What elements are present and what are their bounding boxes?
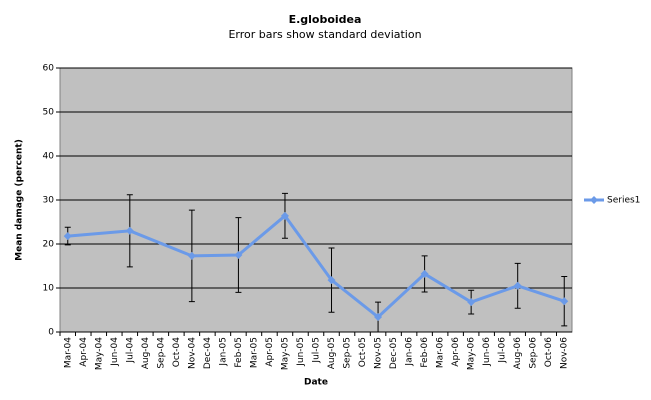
legend-marker (590, 196, 598, 204)
x-tick-label: Aug-04 (141, 337, 151, 370)
x-tick-label: Jul-04 (125, 337, 135, 364)
data-point (560, 297, 569, 306)
x-tick-label: Mar-06 (436, 337, 446, 368)
x-tick-label: May-06 (467, 337, 477, 370)
x-tick-label: Mar-05 (249, 337, 259, 368)
x-tick-label: Nov-05 (374, 337, 384, 369)
data-point (420, 269, 429, 278)
chart-subtitle: Error bars show standard deviation (228, 28, 421, 41)
x-tick-label: Jun-06 (482, 337, 492, 367)
x-tick-label: Jan-05 (218, 337, 228, 367)
y-tick-label: 20 (43, 240, 55, 250)
x-axis-title: Date (304, 378, 328, 388)
x-tick-label: May-05 (280, 337, 290, 370)
y-tick-label: 10 (43, 284, 55, 294)
x-tick-label: Feb-05 (234, 337, 244, 368)
data-point (513, 281, 522, 290)
y-tick-label: 50 (43, 108, 55, 118)
data-point (187, 251, 196, 260)
data-point (125, 226, 134, 235)
x-tick-label: Apr-04 (79, 337, 89, 367)
x-tick-label: May-04 (94, 337, 104, 370)
data-point (234, 251, 243, 259)
x-tick-label: Oct-06 (544, 337, 554, 368)
x-tick-label: Oct-04 (172, 337, 182, 368)
x-tick-label: Sep-05 (343, 337, 353, 369)
legend-label: Series1 (607, 196, 640, 206)
y-tick-label: 60 (43, 64, 55, 74)
data-point (63, 232, 72, 241)
x-tick-label: Apr-05 (265, 337, 275, 367)
data-point (467, 298, 476, 307)
x-tick-label: Jun-05 (296, 337, 306, 367)
chart-title: E.globoidea (289, 13, 362, 26)
y-tick-label: 40 (43, 152, 55, 162)
x-tick-label: Mar-04 (63, 337, 73, 368)
data-point (280, 211, 289, 220)
x-tick-label: Nov-04 (187, 337, 197, 369)
y-tick-label: 0 (48, 328, 54, 338)
x-tick-label: Jul-06 (498, 337, 508, 364)
x-tick-label: Aug-06 (513, 337, 523, 370)
x-tick-label: Jan-06 (405, 337, 415, 367)
x-tick-label: Aug-05 (327, 337, 337, 369)
x-tick-label: Jul-05 (312, 337, 322, 364)
x-tick-label: Oct-05 (358, 337, 368, 367)
x-tick-label: Sep-04 (156, 337, 166, 369)
y-tick-label: 30 (43, 196, 55, 206)
x-tick-label: Feb-06 (420, 337, 430, 368)
x-tick-label: Dec-04 (203, 337, 213, 369)
x-tick-label: Apr-06 (451, 337, 461, 367)
x-tick-label: Jun-04 (110, 337, 120, 367)
data-point (327, 276, 336, 285)
x-tick-label: Sep-06 (529, 337, 539, 369)
data-point (374, 313, 383, 322)
x-tick-label: Nov-06 (560, 337, 570, 369)
x-tick-label: Dec-05 (389, 337, 399, 369)
y-axis-title: Mean damage (percent) (15, 139, 25, 261)
